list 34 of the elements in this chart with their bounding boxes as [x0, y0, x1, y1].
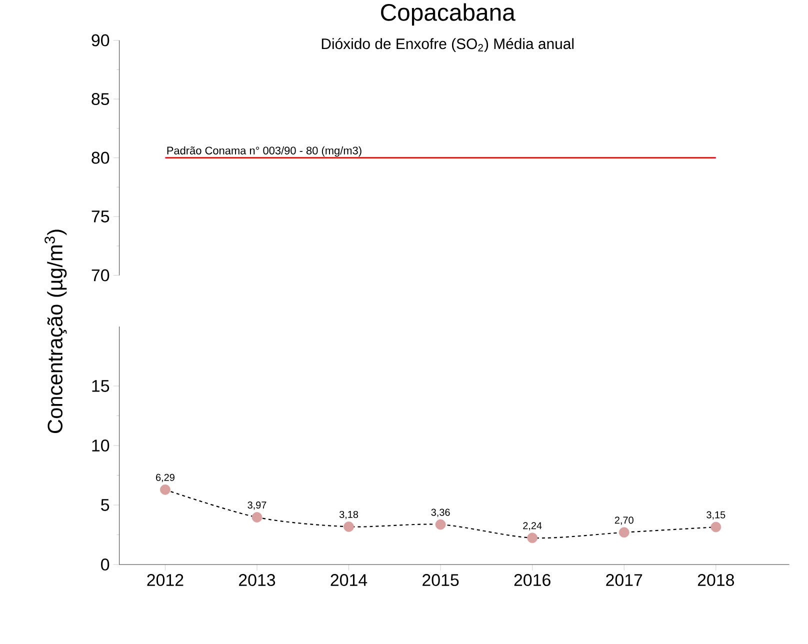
y-tick-label: 0 — [101, 558, 110, 570]
point — [435, 519, 446, 530]
data-label: 2,24 — [523, 522, 542, 530]
chart-subtitle: Dióxido de Enxofre (SO$_{2}$) Média anual — [322, 38, 574, 52]
x-tick-label: 2014 — [330, 574, 368, 586]
point — [252, 512, 262, 522]
y-tick-label: 70 — [92, 269, 110, 282]
y-tick-label: 10 — [92, 439, 110, 452]
chart-title: Copacabana — [381, 3, 516, 26]
data-label: 6,29 — [156, 474, 174, 482]
ref-line-label: Padrão Conama n° 003/90 - 80 (mg/m3) — [167, 146, 362, 156]
point — [710, 522, 722, 532]
point — [344, 521, 354, 532]
y-tick-label: 15 — [92, 380, 110, 392]
x-tick-label: 2015 — [422, 574, 459, 586]
data-label: 3,15 — [706, 511, 726, 520]
y-tick-label: 75 — [92, 210, 110, 222]
x-tick-label: 2013 — [239, 574, 276, 586]
point — [527, 532, 538, 543]
point — [160, 484, 170, 495]
y-tick-label: 90 — [92, 34, 110, 46]
y-tick-label: 85 — [92, 92, 110, 105]
point — [618, 527, 630, 538]
data-label: 3,36 — [431, 508, 450, 517]
x-tick-label: 2016 — [514, 574, 550, 586]
x-tick-label: 2018 — [698, 574, 734, 586]
data-label: 3,97 — [248, 501, 266, 510]
data-label: 3,18 — [339, 510, 358, 520]
data-label: 2,70 — [614, 516, 634, 525]
y-axis-title: Concentração (µg/m$^{3}$) — [44, 230, 67, 433]
x-tick-label: 2017 — [606, 574, 642, 586]
x-tick-label: 2012 — [147, 574, 184, 586]
y-tick-label: 5 — [101, 498, 110, 511]
y-tick-label: 80 — [92, 152, 110, 164]
